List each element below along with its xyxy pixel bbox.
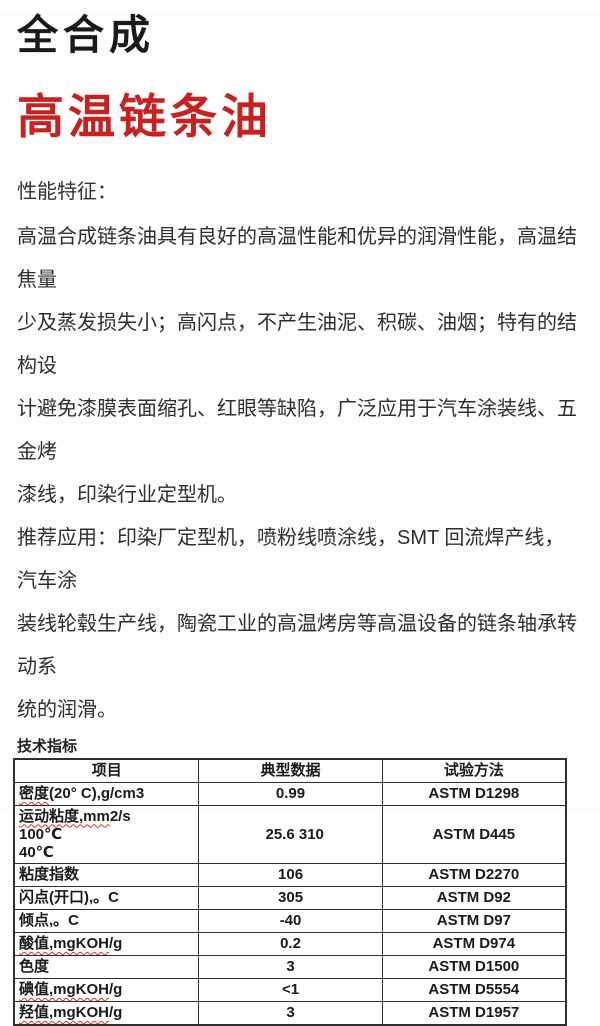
spellcheck-squiggle: 密度 bbox=[19, 785, 50, 802]
cell-value: 106 bbox=[198, 863, 383, 887]
spellcheck-squiggle: 碘值,mgKOH bbox=[19, 981, 110, 998]
cell-item: 密度(20° C),g/cm3 bbox=[13, 782, 200, 806]
cell-method: ASTM D5554 bbox=[381, 978, 567, 1002]
spellcheck-squiggle: 酸值,mgKOH bbox=[19, 935, 110, 952]
cell-value: 305 bbox=[198, 886, 383, 910]
spellcheck-squiggle: 羟值,mgKOH bbox=[19, 1004, 110, 1021]
cell-item: 闪点(开口),。C bbox=[13, 886, 200, 910]
cell-item: 酸值,mgKOH/g bbox=[13, 932, 200, 956]
cell-item: 粘度指数 bbox=[13, 863, 200, 887]
cell-item: 倾点,。C bbox=[13, 909, 200, 933]
cell-item: 色度 bbox=[13, 955, 200, 979]
table-row-pour-point: 倾点,。C -40 ASTM D97 bbox=[13, 909, 567, 933]
table-row-viscosity-index: 粘度指数 106 ASTM D2270 bbox=[13, 863, 567, 887]
applications-paragraph: 推荐应用：印染厂定型机，喷粉线喷涂线，SMT 回流焊产线，汽车涂 装线轮毂生产线… bbox=[17, 527, 577, 721]
table-row-viscosity: 运动粘度,mm2/s 100℃ 40℃ 25.6 310 ASTM D445 bbox=[13, 805, 567, 864]
spellcheck-squiggle: 运动粘度,mm bbox=[19, 807, 110, 825]
cell-item: 运动粘度,mm2/s 100℃ 40℃ bbox=[13, 805, 200, 864]
cell-method: ASTM D1957 bbox=[381, 1001, 567, 1026]
cell-value: 25.6 310 bbox=[198, 805, 383, 864]
header-typical-data: 典型数据 bbox=[198, 758, 383, 783]
features-paragraph: 高温合成链条油具有良好的高温性能和优异的润滑性能，高温结焦量 少及蒸发损失小；高… bbox=[17, 226, 577, 506]
features-label: 性能特征： bbox=[17, 181, 117, 203]
cell-method: ASTM D2270 bbox=[381, 863, 567, 887]
cell-method: ASTM D92 bbox=[381, 886, 567, 910]
cell-value: -40 bbox=[198, 909, 383, 933]
spec-table-label: 技术指标 bbox=[17, 738, 78, 755]
table-header-row: 项目 典型数据 试验方法 bbox=[13, 758, 567, 783]
table-row-flash-point: 闪点(开口),。C 305 ASTM D92 bbox=[13, 886, 567, 910]
cell-value: 0.99 bbox=[198, 782, 383, 806]
cell-item: 羟值,mgKOH/g bbox=[13, 1001, 200, 1026]
cell-method: ASTM D445 bbox=[381, 805, 567, 864]
cell-value: 3 bbox=[198, 1001, 383, 1026]
spec-table: 项目 典型数据 试验方法 密度(20° C),g/cm3 0.99 ASTM D… bbox=[13, 758, 567, 1026]
table-row-acid-value: 酸值,mgKOH/g 0.2 ASTM D974 bbox=[13, 932, 567, 956]
header-item: 项目 bbox=[13, 758, 200, 783]
cell-value: 0.2 bbox=[198, 932, 383, 956]
document-page: 全合成 高温链条油 性能特征： 高温合成链条油具有良好的高温性能和优异的润滑性能… bbox=[0, 12, 600, 1026]
cell-method: ASTM D1298 bbox=[381, 782, 567, 806]
cell-method: ASTM D97 bbox=[381, 909, 567, 933]
header-test-method: 试验方法 bbox=[381, 758, 567, 783]
table-row-color: 色度 3 ASTM D1500 bbox=[13, 955, 567, 979]
cell-method: ASTM D974 bbox=[381, 932, 567, 956]
cell-value: <1 bbox=[198, 978, 383, 1002]
table-row-hydroxyl-value: 羟值,mgKOH/g 3 ASTM D1957 bbox=[13, 1001, 567, 1026]
cell-method: ASTM D1500 bbox=[381, 955, 567, 979]
product-line-title: 全合成 bbox=[17, 12, 155, 58]
cell-item: 碘值,mgKOH/g bbox=[13, 978, 200, 1002]
product-name-title: 高温链条油 bbox=[17, 90, 272, 143]
cell-value: 3 bbox=[198, 955, 383, 979]
table-row-density: 密度(20° C),g/cm3 0.99 ASTM D1298 bbox=[13, 782, 567, 806]
table-row-iodine-value: 碘值,mgKOH/g <1 ASTM D5554 bbox=[13, 978, 567, 1002]
